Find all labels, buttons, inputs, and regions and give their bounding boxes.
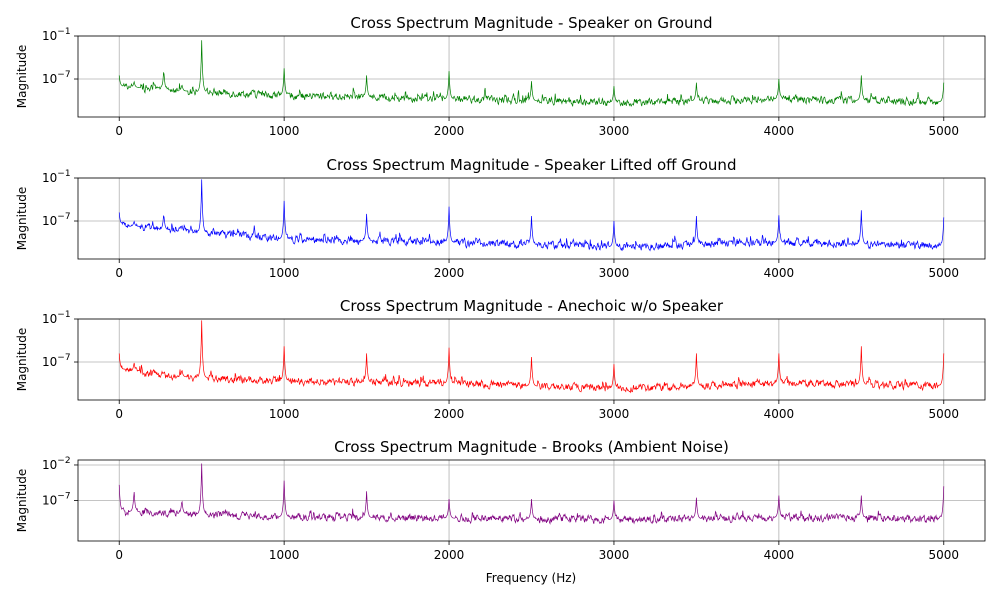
- x-tick-label: 0: [115, 124, 123, 138]
- y-tick-label: 10−7: [42, 353, 71, 369]
- subplot-title: Cross Spectrum Magnitude - Speaker Lifte…: [327, 156, 737, 174]
- x-tick-label: 2000: [434, 124, 465, 138]
- y-axis-label: Magnitude: [15, 469, 29, 533]
- subplot-1: Cross Spectrum Magnitude - Speaker on Gr…: [15, 14, 986, 138]
- subplot-title: Cross Spectrum Magnitude - Brooks (Ambie…: [334, 438, 729, 456]
- x-tick-label: 5000: [928, 407, 959, 421]
- x-tick-label: 1000: [269, 266, 300, 280]
- subplot-title: Cross Spectrum Magnitude - Speaker on Gr…: [350, 14, 712, 32]
- x-tick-label: 4000: [764, 266, 795, 280]
- x-tick-label: 4000: [764, 407, 795, 421]
- x-tick-label: 1000: [269, 548, 300, 562]
- x-tick-label: 3000: [599, 548, 630, 562]
- x-tick-label: 1000: [269, 124, 300, 138]
- subplot-title: Cross Spectrum Magnitude - Anechoic w/o …: [340, 297, 724, 315]
- y-tick-label: 10−1: [42, 169, 71, 185]
- x-tick-label: 4000: [764, 548, 795, 562]
- axes-frame: [77, 177, 986, 260]
- y-tick-label: 10−1: [42, 310, 71, 326]
- axes-frame: [77, 35, 986, 118]
- spectrum-line: [118, 179, 945, 252]
- x-tick-label: 5000: [928, 548, 959, 562]
- spectrum-line: [118, 463, 945, 525]
- x-tick-label: 5000: [928, 124, 959, 138]
- subplot-3: Cross Spectrum Magnitude - Anechoic w/o …: [15, 297, 986, 421]
- x-axis-label: Frequency (Hz): [486, 571, 577, 585]
- y-tick-label: 10−7: [42, 70, 71, 86]
- axes-frame: [77, 459, 986, 542]
- x-tick-label: 3000: [599, 266, 630, 280]
- y-axis-label: Magnitude: [15, 45, 29, 109]
- x-tick-label: 3000: [599, 124, 630, 138]
- spectrum-line: [118, 320, 945, 394]
- x-tick-label: 5000: [928, 266, 959, 280]
- y-axis-label: Magnitude: [15, 187, 29, 251]
- y-tick-label: 10−2: [42, 456, 71, 472]
- subplot-2: Cross Spectrum Magnitude - Speaker Lifte…: [15, 156, 986, 280]
- y-tick-label: 10−7: [42, 212, 71, 228]
- axes-frame: [77, 318, 986, 401]
- x-tick-label: 0: [115, 407, 123, 421]
- spectrum-line: [118, 40, 945, 107]
- x-tick-label: 2000: [434, 407, 465, 421]
- x-tick-label: 0: [115, 548, 123, 562]
- x-tick-label: 2000: [434, 266, 465, 280]
- x-tick-label: 3000: [599, 407, 630, 421]
- subplot-4: Cross Spectrum Magnitude - Brooks (Ambie…: [15, 438, 986, 562]
- x-tick-label: 2000: [434, 548, 465, 562]
- x-tick-label: 4000: [764, 124, 795, 138]
- x-tick-label: 1000: [269, 407, 300, 421]
- y-axis-label: Magnitude: [15, 328, 29, 392]
- x-tick-label: 0: [115, 266, 123, 280]
- y-tick-label: 10−1: [42, 27, 71, 43]
- y-tick-label: 10−7: [42, 492, 71, 508]
